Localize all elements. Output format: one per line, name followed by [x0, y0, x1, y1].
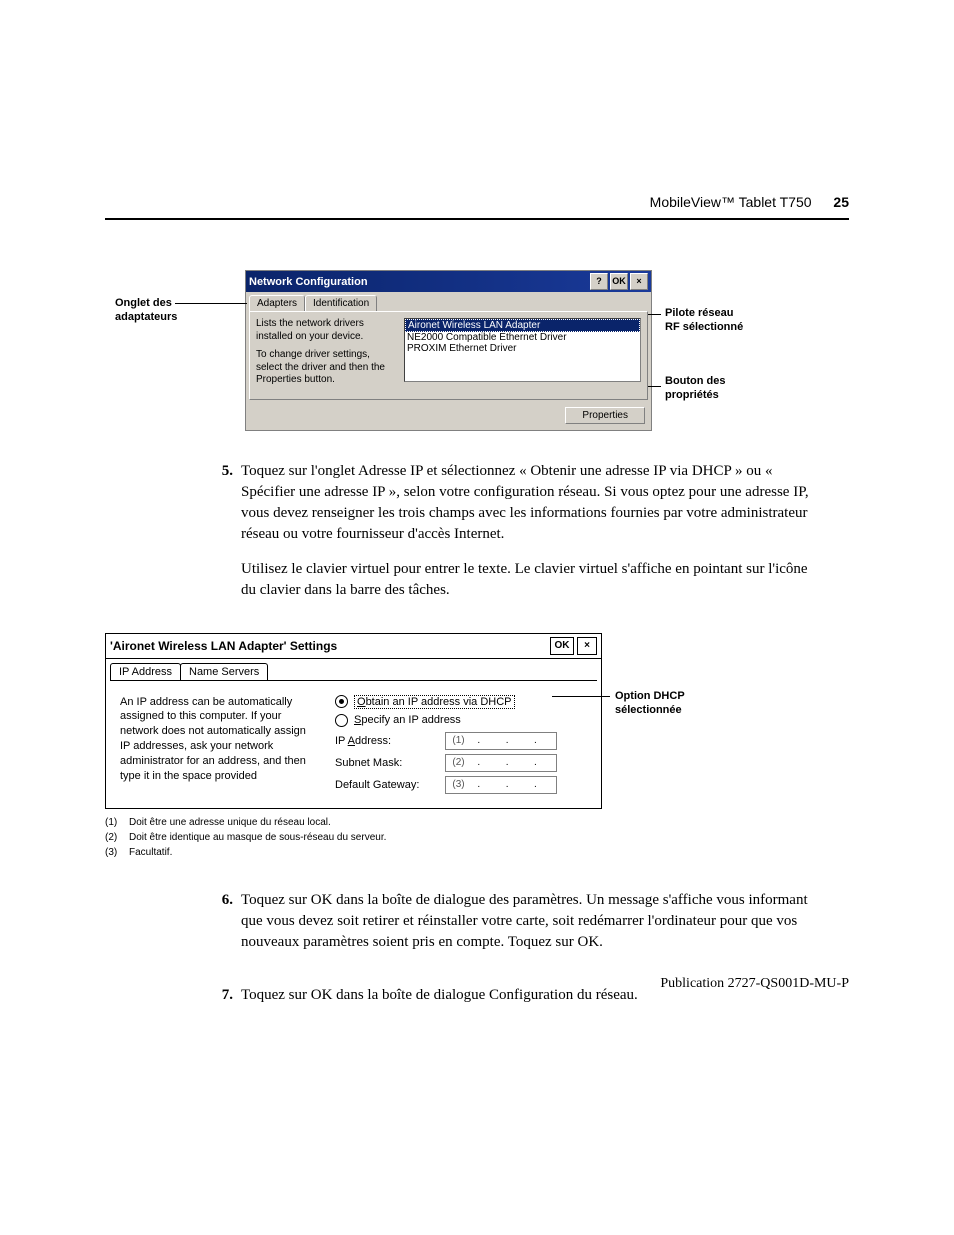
driver-listbox[interactable]: Aironet Wireless LAN Adapter NE2000 Comp… [404, 318, 641, 382]
callout-dhcp-option: Option DHCP sélectionnée [615, 689, 685, 718]
tabs: IP Address Name Servers [106, 659, 601, 680]
tab-panel: Lists the network drivers installed on y… [249, 311, 648, 400]
subnet-input[interactable]: (2)... [445, 754, 557, 772]
adapter-settings-dialog: 'Aironet Wireless LAN Adapter' Settings … [105, 633, 602, 809]
dialog-title: Network Configuration [249, 276, 588, 288]
list-item[interactable]: PROXIM Ethernet Driver [405, 343, 640, 354]
callout-line [175, 303, 247, 304]
radio-label: Specify an IP address [354, 714, 461, 726]
close-button[interactable]: × [577, 637, 597, 655]
callout-properties-btn: Bouton des propriétés [665, 374, 726, 403]
help-button[interactable]: ? [590, 273, 608, 290]
button-row: Properties [246, 403, 651, 430]
step-number: 7. [205, 985, 241, 1020]
tabs: Adapters Identification [246, 292, 651, 311]
footnote-2: (2)Doit être identique au masque de sous… [105, 830, 849, 845]
field-label: Default Gateway: [335, 779, 435, 791]
radio-icon [335, 714, 348, 727]
step-body: Toquez sur OK dans la boîte de dialogue … [241, 890, 811, 967]
callout-line [552, 696, 610, 697]
step-number: 6. [205, 890, 241, 967]
radio-icon [335, 695, 348, 708]
page-header: MobileView™ Tablet T750 25 [650, 194, 849, 210]
publication-footer: Publication 2727-QS001D-MU-P [660, 976, 849, 992]
network-config-dialog: Network Configuration ? OK × Adapters Id… [245, 270, 652, 431]
ip-input[interactable]: (1)... [445, 732, 557, 750]
ip-settings-figure: Option DHCP sélectionnée 'Aironet Wirele… [105, 633, 849, 809]
product-name: MobileView™ Tablet T750 [650, 194, 812, 210]
field-label: IP Address: [335, 735, 435, 747]
callout-rf-driver: Pilote réseau RF sélectionné [665, 306, 743, 335]
gateway-row: Default Gateway: (3)... [335, 776, 587, 794]
footnotes: (1)Doit être une adresse unique du résea… [105, 815, 849, 860]
step-body: Toquez sur l'onglet Adresse IP et sélect… [241, 461, 811, 615]
dialog-titlebar: 'Aironet Wireless LAN Adapter' Settings … [106, 634, 601, 659]
callout-adapters-tab: Onglet des adaptateurs [115, 296, 177, 325]
step-number: 5. [205, 461, 241, 615]
footnote-3: (3)Facultatif. [105, 845, 849, 860]
description-text: Lists the network drivers installed on y… [256, 318, 396, 393]
header-rule [105, 218, 849, 220]
radio-dhcp[interactable]: Obtain an IP address via DHCP [335, 695, 587, 709]
properties-button[interactable]: Properties [565, 407, 645, 424]
field-label: Subnet Mask: [335, 757, 435, 769]
tab-identification[interactable]: Identification [305, 295, 377, 311]
tab-name-servers[interactable]: Name Servers [180, 663, 268, 680]
gateway-input[interactable]: (3)... [445, 776, 557, 794]
tab-panel: An IP address can be automatically assig… [110, 680, 597, 808]
network-config-figure: Onglet des adaptateurs Pilote réseau RF … [180, 270, 849, 431]
close-button[interactable]: × [630, 273, 648, 290]
tab-adapters[interactable]: Adapters [249, 295, 305, 311]
ip-form: Obtain an IP address via DHCP Specify an… [335, 695, 587, 798]
ip-address-row: IP Address: (1)... [335, 732, 587, 750]
tab-ip-address[interactable]: IP Address [110, 663, 181, 680]
footnote-1: (1)Doit être une adresse unique du résea… [105, 815, 849, 830]
step-6: 6. Toquez sur OK dans la boîte de dialog… [205, 890, 849, 967]
radio-label: Obtain an IP address via DHCP [354, 695, 515, 709]
list-item[interactable]: NE2000 Compatible Ethernet Driver [405, 332, 640, 343]
ok-button[interactable]: OK [550, 637, 574, 655]
page-number: 25 [833, 194, 849, 210]
help-text: An IP address can be automatically assig… [120, 695, 315, 798]
ok-button[interactable]: OK [610, 273, 628, 290]
dialog-title: 'Aironet Wireless LAN Adapter' Settings [110, 639, 547, 653]
list-item-selected[interactable]: Aironet Wireless LAN Adapter [405, 319, 640, 332]
subnet-row: Subnet Mask: (2)... [335, 754, 587, 772]
radio-specify[interactable]: Specify an IP address [335, 714, 587, 727]
step-5: 5. Toquez sur l'onglet Adresse IP et sél… [205, 461, 849, 615]
dialog-titlebar: Network Configuration ? OK × [246, 271, 651, 292]
